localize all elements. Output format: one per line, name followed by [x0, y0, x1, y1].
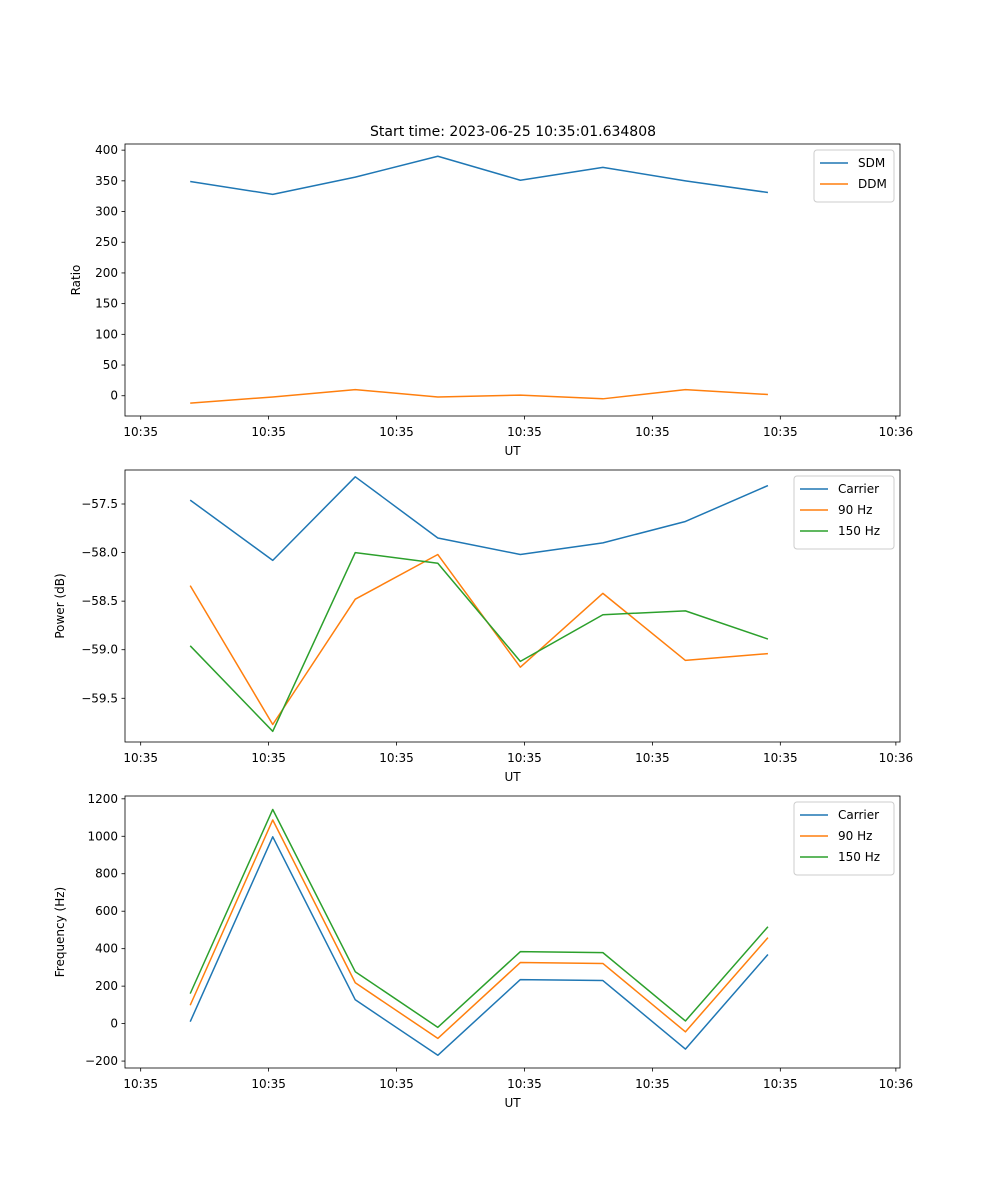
y-tick-label: 600 [95, 904, 118, 918]
y-tick-label: 300 [95, 205, 118, 219]
y-tick-label: 100 [95, 327, 118, 341]
ratio-panel: 0 50 100 150 200 250 300 350 400 10:35 10:35 10:35 1… [69, 143, 913, 458]
y-tick-label: 1000 [87, 829, 118, 843]
y-tick-label: 400 [95, 143, 118, 157]
x-axis-label: UT [504, 444, 521, 458]
x-tick-label: 10:35 [507, 1077, 542, 1091]
y-axis-label: Frequency (Hz) [53, 887, 67, 978]
x-tick-label: 10:35 [379, 751, 414, 765]
series-line-90-hz [189, 819, 769, 1040]
x-axis-label: UT [504, 770, 521, 784]
y-tick-label: 250 [95, 235, 118, 249]
legend-entry: 90 Hz [838, 503, 872, 517]
series-line-150-hz [189, 808, 769, 1029]
x-tick-label: 10:35 [763, 1077, 798, 1091]
legend-entry: 150 Hz [838, 850, 880, 864]
x-tick-label: 10:35 [379, 425, 414, 439]
frequency-panel: −200 0 200 400 600 800 1000 1200 10:35 10:35 10:35… [53, 792, 913, 1110]
y-tick-label: 400 [95, 942, 118, 956]
y-tick-label: −58.5 [81, 594, 118, 608]
legend-entry: Carrier [838, 482, 879, 496]
series-line-90-hz [189, 553, 769, 726]
x-tick-label: 10:35 [635, 1077, 670, 1091]
legend-entry: SDM [858, 156, 885, 170]
axes-frame [124, 795, 901, 1069]
legend-entry: Carrier [838, 808, 879, 822]
x-tick-label: 10:35 [251, 751, 286, 765]
y-tick-label: 50 [103, 358, 118, 372]
x-tick-label: 10:35 [507, 751, 542, 765]
legend: Carrier 90 Hz 150 Hz [793, 475, 895, 550]
power-panel: −59.5 −59.0 −58.5 −58.0 −57.5 10:35 10:35 10:35… [53, 469, 914, 784]
y-axis-label: Power (dB) [53, 573, 67, 638]
x-tick-label: 10:36 [879, 751, 914, 765]
y-tick-label: −59.0 [81, 643, 118, 657]
y-tick-label: 200 [95, 979, 118, 993]
axes-frame [124, 143, 901, 417]
y-tick-label: 200 [95, 266, 118, 280]
y-tick-label: −59.5 [81, 691, 118, 705]
series-line-carrier [189, 476, 769, 562]
legend-entry: 90 Hz [838, 829, 872, 843]
x-tick-label: 10:35 [763, 751, 798, 765]
legend-entry: 150 Hz [838, 524, 880, 538]
y-axis-label: Ratio [69, 265, 83, 296]
y-tick-label: −200 [85, 1054, 118, 1068]
x-tick-label: 10:35 [507, 425, 542, 439]
legend: SDM DDM [813, 149, 895, 203]
x-tick-label: 10:36 [879, 425, 914, 439]
y-tick-label: 0 [110, 1017, 118, 1031]
series-line-sdm [190, 155, 769, 196]
legend-entry: DDM [858, 177, 887, 191]
x-tick-label: 10:35 [123, 751, 158, 765]
series-line-ddm [190, 388, 768, 404]
x-tick-label: 10:35 [635, 425, 670, 439]
series-line-150-hz [189, 551, 769, 733]
y-tick-label: 350 [95, 174, 118, 188]
x-tick-label: 10:35 [123, 1077, 158, 1091]
y-tick-label: −57.5 [81, 497, 118, 511]
x-tick-label: 10:35 [635, 751, 670, 765]
chart-title: Start time: 2023-06-25 10:35:01.634808 [370, 124, 656, 140]
y-tick-label: 0 [110, 389, 118, 403]
x-tick-label: 10:35 [251, 425, 286, 439]
x-tick-label: 10:36 [879, 1077, 914, 1091]
x-axis-label: UT [504, 1096, 521, 1110]
x-tick-label: 10:35 [379, 1077, 414, 1091]
legend: Carrier 90 Hz 150 Hz [793, 801, 895, 876]
y-tick-label: 1200 [87, 792, 118, 806]
series-line-carrier [189, 836, 769, 1057]
axes-frame [124, 469, 901, 743]
x-tick-label: 10:35 [251, 1077, 286, 1091]
y-tick-label: 800 [95, 867, 118, 881]
x-tick-label: 10:35 [763, 425, 798, 439]
y-tick-label: 150 [95, 297, 118, 311]
y-tick-label: −58.0 [81, 546, 118, 560]
x-tick-label: 10:35 [123, 425, 158, 439]
